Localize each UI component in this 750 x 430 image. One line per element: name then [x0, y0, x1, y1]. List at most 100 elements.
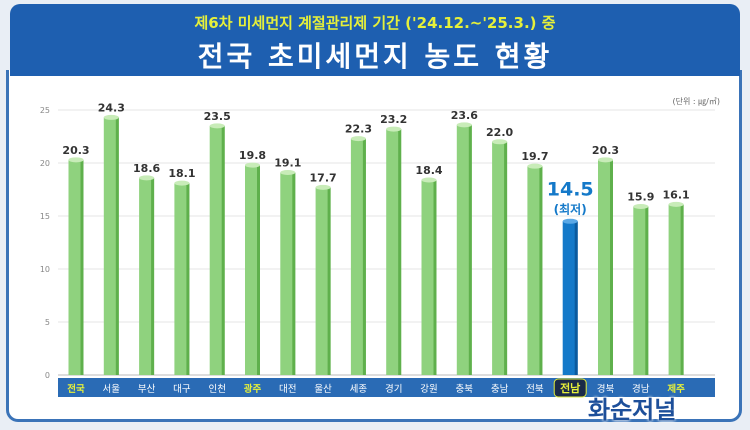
title-banner: 제6차 미세먼지 계절관리제 기간 ('24.12.~'25.3.) 중 전국 … — [10, 4, 740, 76]
data-label: 18.4 — [415, 164, 442, 177]
bar-shade — [115, 117, 119, 376]
bar — [633, 206, 649, 375]
data-label: 19.7 — [521, 150, 548, 163]
bar — [280, 172, 296, 375]
bar-shade — [574, 221, 578, 375]
bar-shade — [610, 159, 613, 375]
bar-shade — [680, 204, 684, 375]
x-tick-label: 부산 — [138, 384, 156, 395]
x-tick-label: 충남 — [491, 384, 509, 395]
data-label: 17.7 — [310, 171, 337, 184]
chart-frame — [6, 70, 742, 422]
bar — [174, 183, 190, 375]
bar — [598, 159, 613, 375]
y-tick-label: 25 — [40, 106, 50, 115]
data-label: 19.8 — [239, 149, 266, 162]
data-label: 14.5 — [547, 178, 594, 200]
x-tick-label: 인천 — [208, 384, 225, 395]
data-label: 16.1 — [663, 188, 690, 201]
bar-top — [668, 201, 684, 207]
y-tick-label: 0 — [45, 371, 50, 380]
data-label: 22.3 — [345, 123, 372, 136]
bar — [350, 138, 366, 375]
highlight-label-box — [553, 378, 587, 398]
data-note: (최저) — [554, 201, 587, 216]
x-tick-label: 제주 — [667, 383, 685, 395]
bar — [209, 125, 225, 376]
bar-top — [562, 218, 578, 224]
data-label: 19.1 — [274, 157, 301, 170]
bar — [668, 204, 684, 375]
bar-top — [598, 157, 613, 163]
x-tick-label: 대구 — [173, 384, 191, 395]
bar-top — [527, 163, 543, 169]
bar — [421, 179, 437, 375]
bar — [103, 117, 119, 376]
data-label: 18.1 — [168, 167, 195, 180]
data-label: 20.3 — [592, 144, 619, 157]
x-tick-label: 전국 — [67, 383, 85, 395]
y-tick-label: 15 — [40, 212, 50, 221]
y-tick-label: 5 — [45, 318, 50, 327]
x-tick-label: 대전 — [279, 384, 296, 395]
x-tick-label: 서울 — [103, 384, 121, 395]
x-tick-label: 울산 — [314, 384, 332, 395]
bar-shade — [327, 187, 331, 375]
bar-shade — [221, 125, 225, 376]
watermark: 화순저널 — [588, 396, 677, 424]
bar — [68, 159, 84, 375]
data-label: 15.9 — [627, 190, 654, 203]
bar — [492, 141, 508, 375]
chart-title: 전국 초미세먼지 농도 현황 — [197, 40, 553, 73]
bar — [245, 165, 260, 375]
x-tick-label: 경북 — [597, 383, 615, 395]
bar-top — [633, 203, 649, 209]
bar-shade — [151, 177, 155, 375]
bar-shade — [362, 138, 366, 375]
bar-top — [492, 139, 508, 145]
bar-shade — [398, 129, 402, 375]
x-label-band — [58, 378, 715, 397]
x-tick-label: 경기 — [385, 383, 402, 395]
chart-subtitle: 제6차 미세먼지 계절관리제 기간 ('24.12.~'25.3.) 중 — [194, 14, 556, 32]
bar-shade — [257, 165, 260, 375]
bar — [527, 166, 543, 375]
data-label: 24.3 — [98, 101, 125, 114]
data-label: 20.3 — [62, 144, 89, 157]
bar-shade — [468, 124, 472, 375]
bar — [562, 221, 578, 375]
x-tick-label: 세종 — [350, 384, 368, 395]
bar-shade — [433, 179, 437, 375]
bar-top — [245, 162, 260, 168]
x-tick-label: 강원 — [420, 384, 437, 395]
bar-top — [421, 177, 437, 183]
bar-top — [209, 123, 225, 129]
data-label: 23.5 — [204, 110, 231, 123]
bar — [315, 187, 331, 375]
data-label: 23.2 — [380, 113, 407, 126]
x-tick-label: 광주 — [244, 383, 262, 395]
bar-shade — [292, 172, 296, 375]
bar-top — [350, 136, 366, 142]
x-tick-label: 전북 — [526, 384, 544, 395]
x-tick-label: 경남 — [632, 383, 650, 395]
data-label: 22.0 — [486, 126, 513, 139]
x-tick-label: 충북 — [456, 384, 474, 395]
data-label: 23.6 — [451, 109, 478, 122]
bar — [139, 177, 155, 375]
bar-shade — [186, 183, 190, 375]
bar-shade — [80, 159, 84, 375]
bar-shade — [539, 166, 543, 375]
bar — [456, 124, 472, 375]
bar-top — [68, 157, 84, 163]
bar-top — [456, 122, 472, 128]
bar-shade — [645, 206, 649, 375]
unit-label: (단위 : ㎍/㎥) — [672, 97, 720, 106]
bar-top — [103, 114, 119, 120]
bar-top — [315, 184, 331, 190]
bar — [386, 129, 402, 375]
x-tick-label: 전남 — [560, 381, 580, 395]
data-label: 18.6 — [133, 162, 160, 175]
